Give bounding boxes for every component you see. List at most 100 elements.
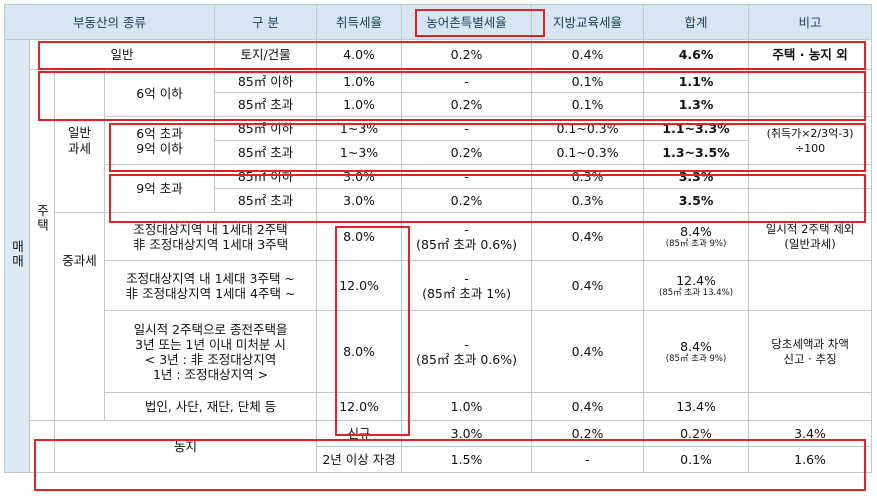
edu-cell: 0.4% <box>531 310 645 393</box>
table-row: 85㎡ 초과 1.0% 0.2% 0.1% 1.3% <box>5 92 873 117</box>
table-row: 주택 일반과세 6억 이하 85㎡ 이하 1.0% - 0.1% 1.1% <box>5 69 873 421</box>
acq-cell: 3.0% <box>316 164 403 189</box>
general-acq: 4.0% <box>316 39 403 70</box>
general-type: 일반 <box>28 39 216 70</box>
area-cell: 85㎡ 이하 <box>214 69 318 93</box>
price-group-label: 6억 이하 <box>103 69 216 117</box>
general-rural: 0.2% <box>401 39 533 70</box>
table-row: 9억 초과 85㎡ 이하 3.0% - 0.3% 3.3% <box>5 164 873 213</box>
rural-cell: 0.2% <box>401 188 533 213</box>
rural-cell: - (85㎡ 초과 1%) <box>401 260 533 311</box>
rural-cell: - <box>401 164 533 189</box>
total-cell: 3.3% <box>643 164 750 189</box>
acq-cell: 3.0% <box>401 420 533 447</box>
general-tax-label: 일반과세 <box>54 69 105 213</box>
acq-cell: 1~3% <box>316 116 403 141</box>
total-cell: 1.1% <box>643 69 750 93</box>
acq-cell: 8.0% <box>316 212 403 261</box>
header-total: 합계 <box>643 4 750 40</box>
acq-cell: 1.5% <box>401 446 533 473</box>
edu-cell: 0.1~0.3% <box>531 116 645 141</box>
heavy-tax-label: 중과세 <box>54 212 105 421</box>
edu-cell: 0.1% <box>531 92 645 117</box>
acq-cell: 8.0% <box>316 310 403 393</box>
edu-cell: 0.1~0.3% <box>531 140 645 165</box>
note-cell <box>748 260 873 311</box>
farmland-side-cell <box>29 420 55 473</box>
header-category: 구 분 <box>214 4 318 40</box>
header-rural-tax: 농어촌특별세율 <box>401 4 533 40</box>
table-row: 조정대상지역 내 1세대 3주택 ~ 非 조정대상지역 1세대 4주택 ~ 12… <box>5 260 873 311</box>
header-note: 비고 <box>748 4 873 40</box>
acq-cell: 1.0% <box>316 92 403 117</box>
acq-cell: 1~3% <box>316 140 403 165</box>
price-group-label: 6억 초과 9억 이하 <box>103 116 216 165</box>
general-total: 4.6% <box>643 39 750 70</box>
total-cell: 13.4% <box>643 392 750 421</box>
general-edu: 0.4% <box>531 39 645 70</box>
table-row: 6억 초과 9억 이하 85㎡ 이하 1~3% - 0.1~0.3% 1.1~3… <box>5 116 873 165</box>
total-cell: 1.3% <box>643 92 750 117</box>
acq-cell: 1.0% <box>316 69 403 93</box>
table-row: 2년 이상 자경 1.5% - 0.1% 1.6% <box>5 446 873 473</box>
price-group-label: 9억 초과 <box>103 164 216 213</box>
edu-cell: 0.1% <box>531 69 645 93</box>
acq-cell: 12.0% <box>316 260 403 311</box>
table-row: 중과세 조정대상지역 내 1세대 2주택 非 조정대상지역 1세대 3주택 8.… <box>5 212 873 421</box>
edu-cell: 0.3% <box>531 188 645 213</box>
farmland-category: 2년 이상 자경 <box>316 446 403 473</box>
housing-side-label: 주택 <box>29 69 55 421</box>
note-cell <box>748 188 873 213</box>
rural-cell: - <box>401 116 533 141</box>
edu-cell: 0.2% <box>643 420 750 447</box>
total-cell: 3.4% <box>748 420 873 447</box>
total-cell: 3.5% <box>643 188 750 213</box>
acq-cell: 3.0% <box>316 188 403 213</box>
area-cell: 85㎡ 이하 <box>214 164 318 189</box>
heavy-desc: 일시적 2주택으로 종전주택을 3년 또는 1년 이내 미처분 시 < 3년 :… <box>103 310 318 393</box>
area-cell: 85㎡ 초과 <box>214 140 318 165</box>
rural-cell: 0.2% <box>531 420 645 447</box>
note-cell <box>748 164 873 189</box>
header-type: 부동산의 종류 <box>3 4 216 40</box>
edu-cell: 0.4% <box>531 260 645 311</box>
heavy-desc: 조정대상지역 내 1세대 3주택 ~ 非 조정대상지역 1세대 4주택 ~ <box>103 260 318 311</box>
table-row: 85㎡ 초과 3.0% 0.2% 0.3% 3.5% <box>5 188 873 213</box>
general-category: 토지/건물 <box>214 39 318 70</box>
header-row: 부동산의 종류 구 분 취득세율 농어촌특별세율 지방교육세율 합계 비고 <box>3 4 873 40</box>
heavy-desc: 법인, 사단, 재단, 단체 등 <box>103 392 318 421</box>
edu-cell: 0.3% <box>531 164 645 189</box>
table-row: 85㎡ 초과 1~3% 0.2% 0.1~0.3% 1.3~3.5% <box>5 140 872 165</box>
total-cell: 8.4% (85㎡ 초과 9%) <box>643 310 750 393</box>
general-tax-note: (취득가×2/3억-3) ÷100 <box>748 116 873 165</box>
note-cell <box>748 392 873 421</box>
trade-side-label: 매매 <box>4 39 30 473</box>
total-cell: 1.1~3.3% <box>643 116 750 141</box>
note-cell: 당초세액과 차액 신고 · 추징 <box>748 310 873 393</box>
general-note: 주택 · 농지 외 <box>748 39 873 70</box>
rural-cell: - <box>401 69 533 93</box>
heavy-desc: 조정대상지역 내 1세대 2주택 非 조정대상지역 1세대 3주택 <box>103 212 318 261</box>
total-cell: 12.4% (85㎡ 초과 13.4%) <box>643 260 750 311</box>
acquisition-tax-rate-table: 부동산의 종류 구 분 취득세율 농어촌특별세율 지방교육세율 합계 비고 매매… <box>3 4 873 473</box>
area-cell: 85㎡ 초과 <box>214 92 318 117</box>
tax-rate-table-wrapper: 부동산의 종류 구 분 취득세율 농어촌특별세율 지방교육세율 합계 비고 매매… <box>3 4 873 497</box>
rural-cell: - (85㎡ 초과 0.6%) <box>401 310 533 393</box>
table-row: 농지 신규 3.0% 0.2% 0.2% 3.4% <box>5 420 873 473</box>
general-row: 매매 일반 토지/건물 4.0% 0.2% 0.4% 4.6% 주택 · 농지 … <box>4 39 873 473</box>
rural-cell: - <box>531 446 645 473</box>
rural-cell: 0.2% <box>401 92 533 117</box>
total-cell: 1.6% <box>748 446 873 473</box>
total-cell: 1.3~3.5% <box>643 140 750 165</box>
edu-cell: 0.4% <box>531 392 645 421</box>
rural-cell: 0.2% <box>401 140 533 165</box>
note-cell: 일시적 2주택 제외 (일반과세) <box>748 212 873 261</box>
table-row: 일시적 2주택으로 종전주택을 3년 또는 1년 이내 미처분 시 < 3년 :… <box>5 310 873 393</box>
note-cell <box>748 69 873 93</box>
header-acq-tax: 취득세율 <box>316 4 403 40</box>
edu-cell: 0.1% <box>643 446 750 473</box>
note-cell <box>748 92 873 117</box>
farmland-label: 농지 <box>53 420 318 473</box>
rural-cell: - (85㎡ 초과 0.6%) <box>401 212 533 261</box>
area-cell: 85㎡ 이하 <box>214 116 318 141</box>
